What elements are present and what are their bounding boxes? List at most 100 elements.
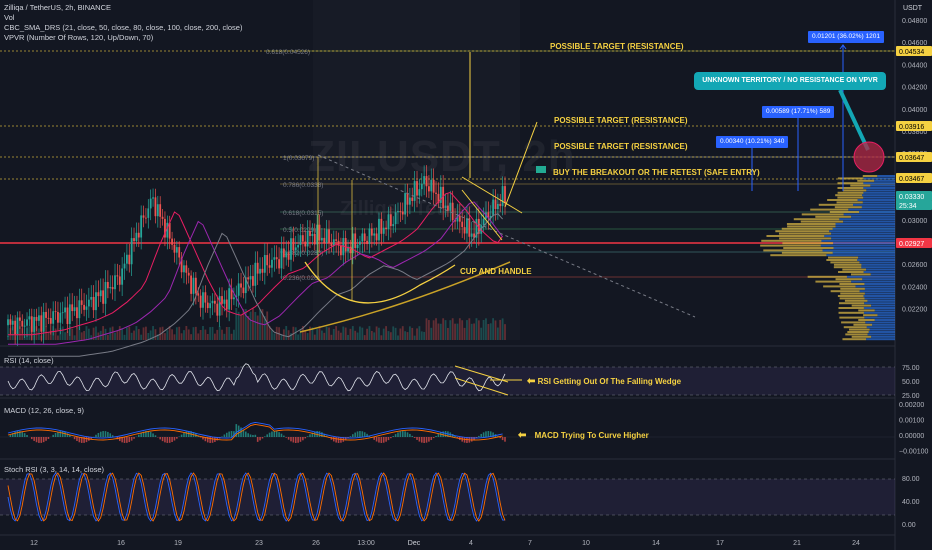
macd-histogram-bar bbox=[99, 431, 102, 437]
candle-body bbox=[309, 231, 311, 237]
volume-bar bbox=[199, 330, 202, 340]
macd-histogram-bar bbox=[439, 432, 442, 437]
macd-histogram-bar bbox=[223, 434, 226, 437]
vpvr-bar-down bbox=[863, 271, 895, 273]
price-tick-label: 0.03000 bbox=[902, 218, 927, 225]
volume-bar bbox=[173, 334, 176, 340]
volume-bar bbox=[237, 311, 240, 340]
volume-bar bbox=[487, 323, 490, 340]
macd-histogram-bar bbox=[423, 437, 425, 443]
time-tick-label: 21 bbox=[793, 540, 801, 547]
volume-bar bbox=[470, 323, 473, 340]
stoch-tick-label: 80.00 bbox=[902, 476, 920, 483]
candle-body bbox=[47, 317, 50, 319]
candle-body bbox=[254, 262, 257, 286]
candle-body bbox=[470, 233, 473, 237]
candle-body bbox=[256, 262, 259, 274]
macd-histogram-bar bbox=[221, 436, 223, 437]
volume-bar bbox=[325, 326, 328, 340]
volume-bar bbox=[304, 330, 307, 340]
volume-bar bbox=[206, 333, 209, 340]
sma-indicator-label[interactable]: CBC_SMA_DRS (21, close, 50, close, 80, c… bbox=[4, 23, 243, 32]
volume-bar bbox=[204, 329, 207, 340]
vpvr-bar-up bbox=[815, 215, 852, 218]
candle-body bbox=[418, 189, 421, 196]
volume-bar bbox=[254, 311, 257, 340]
macd-pane-label[interactable]: MACD (12, 26, close, 9) bbox=[4, 406, 85, 415]
volume-bar bbox=[280, 334, 283, 340]
vol-indicator-label[interactable]: Vol bbox=[4, 13, 15, 22]
candle-body bbox=[437, 193, 440, 203]
volume-bar bbox=[168, 326, 171, 340]
candle-body bbox=[35, 316, 38, 321]
candle-body bbox=[90, 296, 93, 300]
vpvr-indicator-label[interactable]: VPVR (Number Of Rows, 120, Up/Down, 70) bbox=[4, 33, 154, 42]
vpvr-bar-up bbox=[838, 271, 864, 273]
vpvr-bar-up bbox=[842, 189, 867, 192]
vpvr-bar-up bbox=[834, 206, 862, 209]
volume-bar bbox=[185, 326, 188, 340]
price-tick-label: 0.04400 bbox=[902, 62, 927, 69]
vpvr-bar-up bbox=[847, 331, 869, 333]
candle-body bbox=[59, 312, 62, 323]
volume-bar bbox=[202, 326, 204, 340]
vpvr-bar-down bbox=[864, 302, 895, 305]
vpvr-bar-up bbox=[842, 268, 867, 271]
volume-bar bbox=[211, 326, 214, 340]
candle-body bbox=[458, 215, 461, 222]
volume-bar bbox=[109, 327, 112, 340]
volume-bar bbox=[373, 332, 376, 340]
macd-histogram-bar bbox=[142, 431, 145, 437]
macd-histogram-bar bbox=[404, 431, 406, 437]
vpvr-bar-up bbox=[837, 177, 864, 180]
rsi-pane-label[interactable]: RSI (14, close) bbox=[4, 356, 54, 365]
arrow-left-icon: ⬅ bbox=[527, 376, 536, 387]
vpvr-bar-up bbox=[766, 235, 825, 237]
candle-body bbox=[361, 233, 364, 242]
vpvr-bar-up bbox=[853, 323, 873, 326]
vpvr-bar-up bbox=[760, 244, 821, 247]
macd-histogram-bar bbox=[16, 431, 19, 437]
macd-histogram-bar bbox=[128, 437, 131, 443]
target-label-2: POSSIBLE TARGET (RESISTANCE) bbox=[554, 116, 688, 125]
vpvr-bar-up bbox=[833, 266, 862, 269]
vpvr-bar-up bbox=[807, 275, 847, 278]
time-tick-label: 13:00 bbox=[357, 540, 375, 547]
candle-body bbox=[147, 208, 150, 218]
macd-histogram-bar bbox=[104, 431, 107, 437]
candle-body bbox=[397, 211, 399, 213]
candle-body bbox=[313, 233, 316, 245]
candle-body bbox=[461, 221, 464, 228]
volume-bar bbox=[111, 326, 114, 340]
volume-bar bbox=[230, 333, 233, 340]
vpvr-bar-down bbox=[821, 239, 895, 242]
volume-bar bbox=[235, 308, 238, 340]
macd-histogram-bar bbox=[283, 435, 285, 437]
volume-bar bbox=[489, 323, 492, 340]
candle-body bbox=[159, 204, 162, 217]
cup-handle-note: CUP AND HANDLE bbox=[460, 267, 532, 276]
macd-histogram-bar bbox=[216, 437, 219, 441]
time-tick-label: 4 bbox=[469, 540, 473, 547]
volume-bar bbox=[128, 326, 131, 340]
vpvr-bar-down bbox=[874, 179, 895, 182]
candle-body bbox=[349, 246, 352, 254]
stoch-rsi-pane-label[interactable]: Stoch RSI (3, 3, 14, 14, close) bbox=[4, 465, 105, 474]
volume-bar bbox=[142, 327, 145, 340]
vpvr-bar-up bbox=[844, 299, 868, 302]
candle-body bbox=[325, 229, 328, 244]
vpvr-bar-down bbox=[859, 290, 895, 293]
price-tick-label: 0.02600 bbox=[902, 262, 927, 269]
symbol-title[interactable]: Zilliqa / TetherUS, 2h, BINANCE bbox=[4, 3, 111, 12]
volume-bar bbox=[194, 326, 197, 340]
macd-histogram-bar bbox=[435, 435, 437, 437]
volume-bar bbox=[268, 326, 271, 340]
vpvr-bar-up bbox=[763, 249, 823, 252]
macd-histogram-bar bbox=[499, 437, 502, 439]
volume-bar bbox=[359, 326, 361, 340]
price-level-tag bbox=[896, 238, 932, 248]
macd-histogram-bar bbox=[309, 434, 311, 437]
volume-bar bbox=[318, 326, 321, 340]
volume-bar bbox=[385, 326, 388, 340]
